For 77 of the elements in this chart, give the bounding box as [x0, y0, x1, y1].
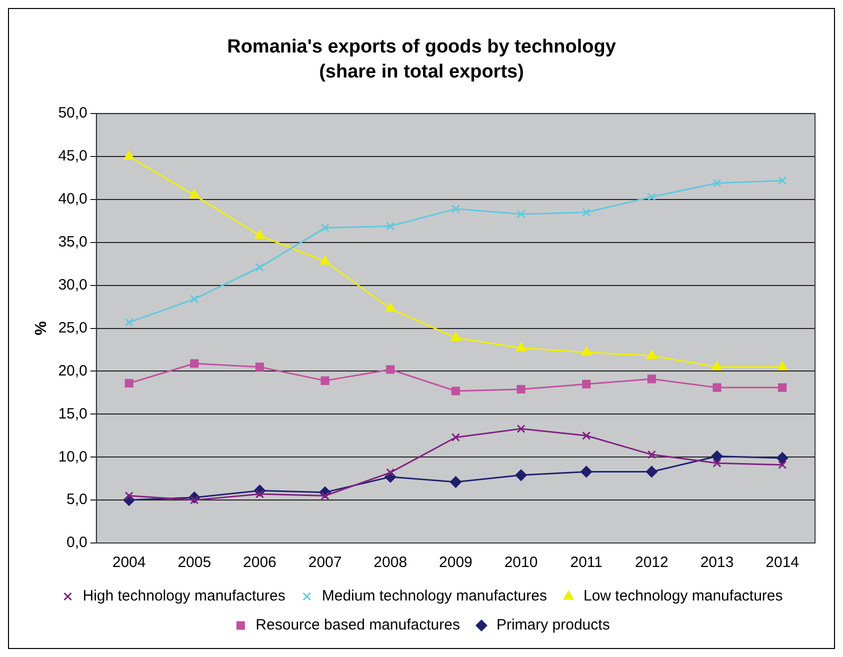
- point: [450, 476, 462, 488]
- point: [451, 386, 460, 396]
- point: [254, 230, 265, 239]
- point: [255, 263, 264, 272]
- y-tick-label: 30,0: [58, 276, 88, 294]
- x-tick-label: 2007: [308, 554, 342, 572]
- point: [581, 346, 592, 356]
- point: [777, 361, 788, 370]
- point: [712, 178, 722, 188]
- x-tick-label: 2011: [570, 554, 602, 572]
- point: [320, 256, 330, 265]
- y-tick-label: 5,0: [66, 491, 88, 508]
- point: [582, 208, 591, 217]
- x-tick-label: 2014: [766, 554, 800, 572]
- x-tick-label: 2005: [178, 554, 212, 572]
- point: [778, 176, 787, 185]
- legend-label: Primary products: [496, 616, 610, 634]
- point: [516, 342, 526, 352]
- legend-label: Low technology manufactures: [583, 588, 783, 605]
- point: [386, 365, 395, 374]
- x-tick-label: 2006: [243, 554, 276, 572]
- point: [516, 384, 526, 394]
- legend-label: Medium technology manufactures: [322, 588, 547, 605]
- point: [778, 460, 787, 470]
- point: [646, 466, 658, 478]
- y-tick-label: 45,0: [58, 148, 88, 165]
- point: [712, 383, 722, 392]
- point: [450, 332, 461, 341]
- point: [320, 224, 330, 232]
- point: [647, 450, 656, 459]
- point: [189, 189, 200, 198]
- point: [778, 383, 787, 392]
- point: [386, 222, 395, 230]
- point: [124, 150, 134, 160]
- point: [385, 302, 396, 312]
- point: [647, 192, 656, 202]
- point: [124, 378, 134, 388]
- point: [255, 362, 264, 372]
- point: [646, 350, 657, 360]
- point: [516, 424, 526, 434]
- y-tick-label: 20,0: [58, 362, 88, 380]
- point: [711, 450, 723, 462]
- point: [582, 431, 591, 440]
- y-tick-label: 50,0: [58, 104, 88, 122]
- y-tick-label: 15,0: [58, 405, 88, 422]
- point: [190, 294, 199, 304]
- chart-subtitle: (share in total exports): [319, 61, 524, 82]
- y-tick-label: 25,0: [58, 319, 88, 336]
- point: [320, 491, 330, 500]
- x-tick-label: 2008: [374, 554, 408, 572]
- point: [776, 452, 788, 464]
- x-tick-label: 2004: [112, 554, 146, 572]
- x-tick-label: 2013: [700, 554, 734, 572]
- point: [712, 458, 722, 468]
- x-tick-label: 2009: [439, 554, 472, 572]
- point: [516, 210, 526, 218]
- point: [582, 380, 591, 388]
- y-tick-label: 35,0: [58, 234, 88, 251]
- point: [190, 359, 199, 368]
- point: [580, 466, 592, 478]
- point: [647, 374, 656, 384]
- x-tick-label: 2012: [634, 554, 668, 572]
- legend-label: High technology manufactures: [82, 588, 286, 605]
- point: [320, 376, 330, 385]
- y-tick-label: 10,0: [58, 448, 88, 466]
- point: [515, 469, 527, 481]
- point: [451, 204, 460, 214]
- x-tick-label: 2010: [504, 554, 538, 572]
- point: [124, 318, 134, 327]
- point: [451, 433, 460, 442]
- chart-title: Romania's exports of goods by technology: [227, 36, 616, 58]
- point: [124, 491, 134, 500]
- legend-label: Resource based manufactures: [256, 616, 460, 634]
- y-axis-title: %: [33, 321, 50, 336]
- y-tick-label: 40,0: [58, 190, 88, 208]
- y-tick-label: 0,0: [66, 534, 88, 552]
- point: [712, 361, 722, 370]
